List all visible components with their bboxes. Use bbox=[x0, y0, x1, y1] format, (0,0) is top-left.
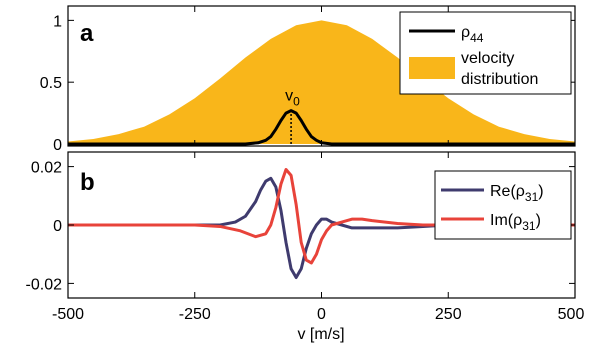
panel-a-y-tick-label: 0.5 bbox=[40, 75, 62, 92]
legend-velocity-distribution-label: velocity distribution bbox=[461, 50, 538, 88]
panel-b-y-tick-label: 0 bbox=[53, 218, 62, 235]
panel-a-legend: ρ44 velocity distribution bbox=[399, 11, 572, 95]
panel-a-y-tick-label: 0 bbox=[53, 137, 62, 154]
x-tick-label: 250 bbox=[435, 306, 462, 323]
legend-im-rho31-label: Im(ρ31) bbox=[490, 212, 541, 233]
legend-rho44-label: ρ44 bbox=[461, 24, 484, 45]
velocity-distribution-area bbox=[68, 20, 575, 145]
panel-b-letter: b bbox=[80, 169, 95, 196]
x-tick-label: 0 bbox=[317, 306, 326, 323]
panel-b-y-ticks: -0.02 0 0.02 bbox=[26, 160, 575, 293]
panel-b: -0.02 0 0.02 -500 -250 0 250 500 b Re(ρ31) Im(… bbox=[26, 6, 584, 323]
panel-a-letter: a bbox=[80, 20, 94, 47]
re-rho31-line bbox=[68, 176, 575, 280]
panel-b-plot bbox=[68, 168, 575, 280]
panel-a-plot: v0 bbox=[68, 20, 575, 146]
im-rho31-line bbox=[68, 168, 575, 265]
legend-velocity-distribution-swatch bbox=[409, 57, 455, 79]
panel-b-x-ticks: -500 -250 0 250 500 bbox=[52, 6, 584, 323]
panel-b-legend: Re(ρ31) Im(ρ31) bbox=[434, 170, 572, 240]
x-tick-label: -250 bbox=[179, 306, 211, 323]
panel-a: v0 00.51 a ρ44 velocity distribution bbox=[40, 5, 576, 154]
x-tick-label: -500 bbox=[52, 306, 84, 323]
legend-re-rho31-label: Re(ρ31) bbox=[490, 183, 544, 204]
panel-b-legend-box bbox=[434, 170, 572, 240]
x-tick-label: 500 bbox=[558, 306, 585, 323]
panel-a-y-tick-label: 1 bbox=[53, 13, 62, 30]
x-axis-label: v [m/s] bbox=[297, 326, 344, 343]
panel-a-legend-box bbox=[399, 11, 572, 95]
panel-b-y-tick-label: 0.02 bbox=[31, 160, 62, 177]
v0-label: v0 bbox=[285, 88, 300, 109]
panel-b-y-tick-label: -0.02 bbox=[26, 276, 63, 293]
panel-a-y-ticks: 00.51 bbox=[40, 13, 575, 154]
